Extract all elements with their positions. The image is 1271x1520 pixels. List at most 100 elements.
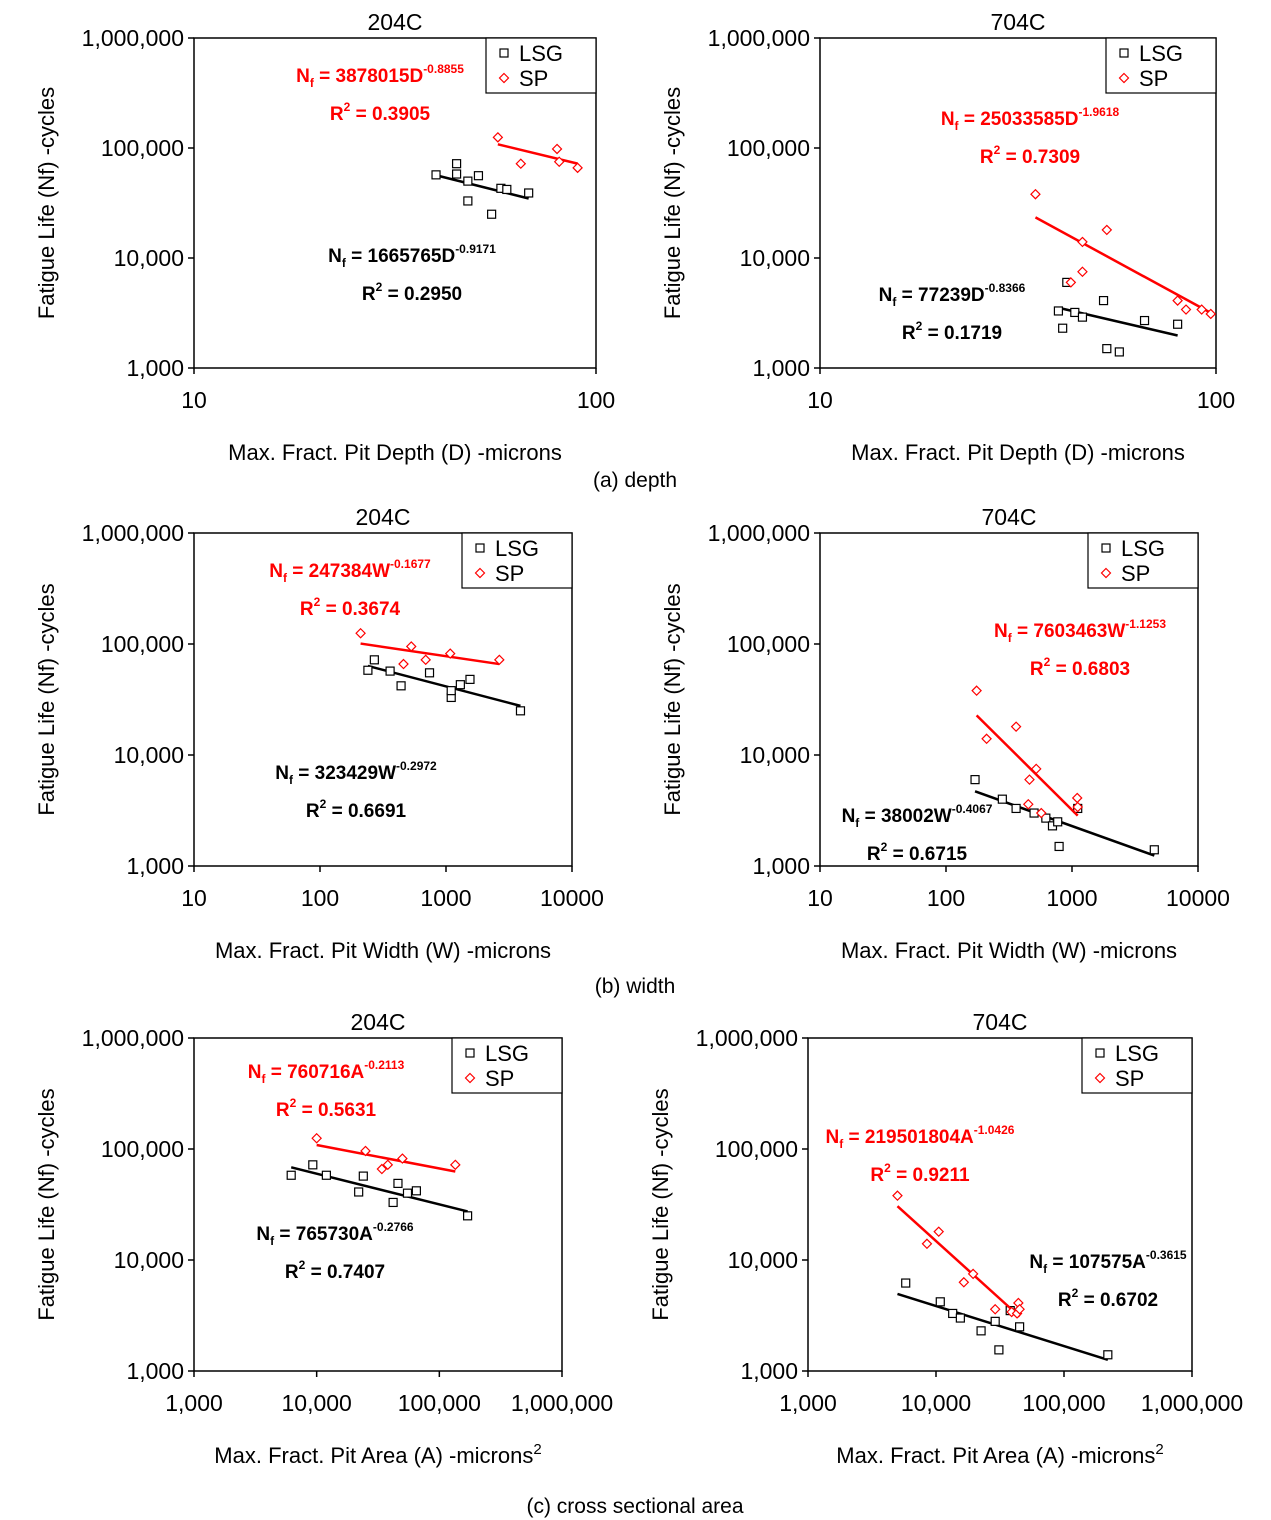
data-point-lsg bbox=[1139, 315, 1150, 326]
x-tick-label: 100 bbox=[927, 885, 965, 911]
trendline-sp bbox=[360, 642, 500, 666]
legend-marker-lsg bbox=[1101, 543, 1111, 553]
data-point-lsg bbox=[997, 794, 1007, 804]
legend-label-sp: SP bbox=[485, 1066, 514, 1091]
y-tick-label: 1,000,000 bbox=[696, 1025, 798, 1051]
data-point-lsg bbox=[1070, 307, 1080, 318]
trendline-lsg bbox=[897, 1292, 1109, 1362]
x-tick-label: 100 bbox=[301, 885, 339, 911]
y-tick-label: 1,000 bbox=[740, 1358, 798, 1384]
data-point-sp bbox=[1035, 807, 1047, 819]
data-point-lsg bbox=[369, 655, 379, 665]
trendline-sp bbox=[896, 1205, 1021, 1318]
y-tick-label: 1,000 bbox=[126, 355, 184, 381]
data-point-sp bbox=[449, 1159, 461, 1171]
data-point-sp bbox=[933, 1226, 945, 1238]
data-point-lsg bbox=[286, 1170, 296, 1180]
data-point-sp bbox=[311, 1132, 323, 1144]
legend-box bbox=[485, 37, 597, 94]
x-tick-label: 10000 bbox=[540, 885, 604, 911]
x-tick-label: 100 bbox=[1197, 387, 1235, 413]
series-sp: Nf = 760716A-0.2113 R2 = 0.5631 bbox=[248, 1058, 461, 1175]
y-tick-label: 10,000 bbox=[728, 1247, 798, 1273]
series-lsg: Nf = 77239D-0.8366 R2 = 0.1719 bbox=[879, 277, 1183, 357]
data-point-sp bbox=[1077, 266, 1088, 278]
data-point-lsg bbox=[970, 775, 980, 785]
data-point-sp bbox=[551, 143, 563, 155]
data-point-sp bbox=[958, 1276, 970, 1288]
r-squared-label: R2 = 0.7309 bbox=[980, 143, 1080, 168]
x-axis-label: Max. Fract. Pit Area (A) -microns2 bbox=[214, 1441, 541, 1468]
legend-label-sp: SP bbox=[495, 561, 524, 586]
y-axis-label: Fatigue Life (Nf) -cycles bbox=[660, 87, 685, 319]
chart-title: 704C bbox=[982, 504, 1037, 530]
data-point-lsg bbox=[1102, 344, 1112, 354]
r-squared-label: R2 = 0.2950 bbox=[362, 280, 462, 305]
data-point-sp bbox=[1010, 721, 1022, 733]
data-point-sp bbox=[971, 685, 982, 696]
y-axis-label: Fatigue Life (Nf) -cycles bbox=[34, 87, 59, 319]
equation-label: Nf = 1665765D-0.9171 bbox=[328, 242, 496, 270]
y-axis-label: Fatigue Life (Nf) -cycles bbox=[648, 1088, 673, 1320]
data-point-lsg bbox=[1103, 1350, 1113, 1360]
chart-title: 704C bbox=[991, 9, 1046, 35]
y-tick-label: 100,000 bbox=[101, 1136, 184, 1162]
plot-area bbox=[193, 532, 573, 867]
data-point-sp bbox=[967, 1268, 979, 1280]
data-point-lsg bbox=[1149, 845, 1159, 855]
equation-label: Nf = 25033585D-1.9618 bbox=[941, 105, 1120, 133]
legend-box bbox=[451, 1037, 563, 1094]
legend-label-lsg: LSG bbox=[1139, 41, 1183, 66]
legend-box bbox=[1105, 37, 1217, 94]
y-tick-label: 1,000 bbox=[126, 1358, 184, 1384]
x-tick-label: 1,000,000 bbox=[1141, 1390, 1243, 1416]
data-point-lsg bbox=[411, 1186, 421, 1196]
data-point-lsg bbox=[451, 159, 462, 169]
y-tick-label: 1,000,000 bbox=[708, 25, 810, 51]
data-point-sp bbox=[515, 158, 527, 170]
data-point-lsg bbox=[463, 1211, 473, 1221]
x-tick-label: 100,000 bbox=[1022, 1390, 1105, 1416]
legend-marker-sp bbox=[1100, 567, 1112, 579]
legend-marker-lsg bbox=[499, 48, 509, 58]
y-tick-label: 100,000 bbox=[727, 631, 810, 657]
data-point-lsg bbox=[1054, 841, 1064, 852]
data-point-lsg bbox=[455, 680, 465, 690]
legend-marker-sp bbox=[464, 1072, 476, 1084]
data-point-lsg bbox=[465, 674, 475, 684]
plot-area bbox=[819, 532, 1199, 867]
data-point-sp bbox=[1196, 304, 1208, 315]
data-point-sp bbox=[892, 1190, 903, 1201]
data-point-sp bbox=[1205, 308, 1217, 320]
chart-b-left: 204C 1,000 10,000 100,000 1,000,000 10 100 1000… bbox=[34, 504, 604, 963]
x-tick-label: 10,000 bbox=[281, 1390, 351, 1416]
trendline-sp bbox=[975, 714, 1079, 817]
series-lsg: Nf = 1665765D-0.9171 R2 = 0.2950 bbox=[328, 159, 534, 305]
legend-label-lsg: LSG bbox=[1121, 536, 1165, 561]
y-tick-label: 1,000,000 bbox=[708, 520, 810, 546]
data-point-sp bbox=[1077, 236, 1088, 248]
trendline-sp bbox=[1034, 216, 1212, 315]
y-tick-label: 100,000 bbox=[715, 1136, 798, 1162]
y-tick-label: 100,000 bbox=[101, 135, 184, 161]
data-point-sp bbox=[572, 162, 583, 174]
y-tick-label: 1,000,000 bbox=[82, 25, 184, 51]
equation-label: Nf = 247384W-0.1677 bbox=[269, 557, 431, 585]
r-squared-label: R2 = 0.5631 bbox=[276, 1096, 377, 1121]
chart-title: 704C bbox=[973, 1009, 1028, 1035]
legend-label-sp: SP bbox=[1139, 66, 1168, 91]
data-point-sp bbox=[420, 654, 432, 666]
x-tick-label: 10 bbox=[807, 387, 833, 413]
x-axis-label: Max. Fract. Pit Depth (D) -microns bbox=[851, 440, 1185, 465]
data-point-lsg bbox=[358, 1171, 368, 1181]
y-tick-label: 1,000,000 bbox=[82, 1025, 184, 1051]
r-squared-label: R2 = 0.6803 bbox=[1030, 655, 1130, 680]
legend-marker-lsg bbox=[1119, 48, 1129, 58]
x-tick-label: 1,000,000 bbox=[511, 1390, 613, 1416]
data-point-lsg bbox=[363, 665, 373, 675]
data-point-lsg bbox=[308, 1160, 318, 1170]
legend-label-sp: SP bbox=[519, 66, 548, 91]
series-sp: Nf = 219501804A-1.0426 R2 = 0.9211 bbox=[826, 1123, 1025, 1319]
